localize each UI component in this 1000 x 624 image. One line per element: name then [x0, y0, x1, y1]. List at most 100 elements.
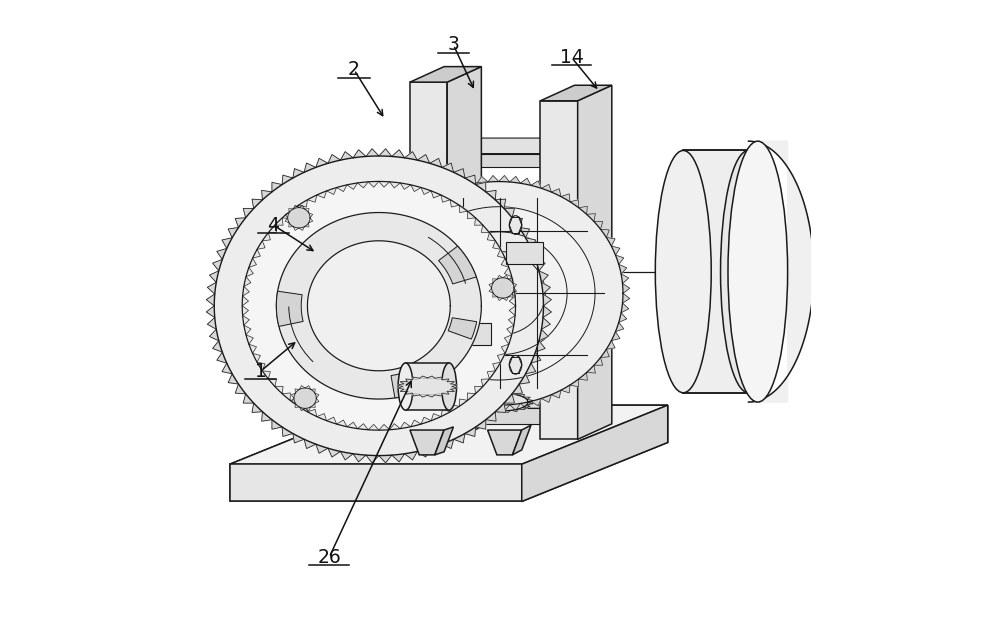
- Polygon shape: [450, 200, 459, 207]
- Polygon shape: [447, 381, 454, 384]
- Polygon shape: [511, 392, 518, 395]
- Polygon shape: [540, 101, 578, 439]
- Polygon shape: [506, 242, 543, 264]
- Polygon shape: [252, 199, 262, 208]
- Polygon shape: [222, 238, 232, 248]
- Polygon shape: [419, 200, 427, 208]
- Polygon shape: [447, 67, 481, 442]
- Polygon shape: [304, 163, 316, 172]
- Polygon shape: [317, 414, 327, 421]
- Polygon shape: [328, 448, 340, 457]
- Polygon shape: [371, 313, 379, 323]
- Polygon shape: [482, 407, 489, 409]
- Text: 4: 4: [267, 215, 279, 235]
- Polygon shape: [594, 222, 603, 229]
- Polygon shape: [421, 187, 431, 195]
- Polygon shape: [473, 399, 479, 402]
- Polygon shape: [392, 454, 405, 462]
- Polygon shape: [512, 384, 522, 394]
- Polygon shape: [242, 306, 249, 316]
- Polygon shape: [420, 376, 427, 378]
- Polygon shape: [512, 425, 531, 455]
- Polygon shape: [578, 85, 612, 439]
- Polygon shape: [244, 277, 251, 286]
- Polygon shape: [459, 399, 468, 406]
- Polygon shape: [253, 353, 260, 363]
- Polygon shape: [511, 409, 518, 412]
- Ellipse shape: [721, 150, 776, 392]
- Polygon shape: [217, 248, 227, 260]
- Polygon shape: [369, 274, 376, 284]
- Polygon shape: [488, 175, 499, 182]
- Polygon shape: [400, 389, 407, 392]
- Polygon shape: [249, 258, 256, 267]
- Polygon shape: [268, 225, 276, 233]
- Polygon shape: [230, 405, 668, 464]
- Polygon shape: [400, 381, 407, 384]
- Polygon shape: [272, 182, 282, 192]
- Polygon shape: [410, 207, 419, 214]
- Polygon shape: [520, 178, 531, 185]
- Polygon shape: [495, 391, 503, 394]
- Polygon shape: [230, 464, 522, 502]
- Polygon shape: [253, 250, 260, 258]
- Polygon shape: [465, 175, 476, 185]
- Polygon shape: [307, 409, 317, 417]
- Polygon shape: [410, 430, 444, 455]
- Polygon shape: [304, 439, 316, 449]
- Polygon shape: [619, 313, 627, 323]
- Polygon shape: [452, 251, 545, 335]
- Polygon shape: [299, 200, 307, 207]
- Ellipse shape: [442, 363, 457, 410]
- Polygon shape: [616, 255, 624, 265]
- Polygon shape: [400, 422, 411, 429]
- Polygon shape: [619, 265, 627, 274]
- Polygon shape: [570, 200, 579, 208]
- Polygon shape: [410, 82, 447, 442]
- Polygon shape: [476, 182, 486, 192]
- Polygon shape: [616, 323, 624, 331]
- Polygon shape: [579, 373, 587, 381]
- Polygon shape: [410, 271, 575, 287]
- Polygon shape: [397, 384, 404, 386]
- Polygon shape: [579, 207, 587, 214]
- Polygon shape: [451, 384, 457, 386]
- Polygon shape: [243, 394, 254, 403]
- Polygon shape: [243, 208, 254, 218]
- Polygon shape: [507, 325, 514, 335]
- Polygon shape: [419, 379, 427, 387]
- Polygon shape: [410, 154, 540, 167]
- Polygon shape: [439, 246, 476, 284]
- Polygon shape: [522, 405, 668, 502]
- Polygon shape: [477, 404, 488, 411]
- Polygon shape: [561, 385, 570, 393]
- Polygon shape: [242, 296, 249, 306]
- Polygon shape: [206, 306, 215, 318]
- Polygon shape: [357, 182, 368, 188]
- Polygon shape: [411, 185, 421, 192]
- Polygon shape: [446, 184, 456, 192]
- Polygon shape: [378, 331, 386, 341]
- Polygon shape: [501, 258, 509, 267]
- Polygon shape: [235, 218, 246, 228]
- Polygon shape: [209, 271, 219, 282]
- Polygon shape: [526, 238, 536, 248]
- Polygon shape: [507, 277, 514, 286]
- Polygon shape: [509, 296, 516, 306]
- Text: 3: 3: [447, 36, 459, 54]
- Polygon shape: [276, 291, 303, 326]
- Polygon shape: [213, 260, 222, 271]
- Polygon shape: [487, 371, 495, 379]
- Polygon shape: [748, 141, 814, 402]
- Polygon shape: [379, 149, 392, 157]
- Polygon shape: [437, 390, 446, 398]
- Polygon shape: [257, 363, 265, 371]
- Polygon shape: [410, 67, 481, 82]
- Polygon shape: [375, 182, 623, 405]
- Polygon shape: [371, 265, 379, 274]
- Polygon shape: [406, 363, 449, 410]
- Polygon shape: [527, 399, 533, 402]
- Polygon shape: [369, 303, 376, 313]
- Text: 26: 26: [317, 548, 341, 567]
- Polygon shape: [531, 352, 541, 363]
